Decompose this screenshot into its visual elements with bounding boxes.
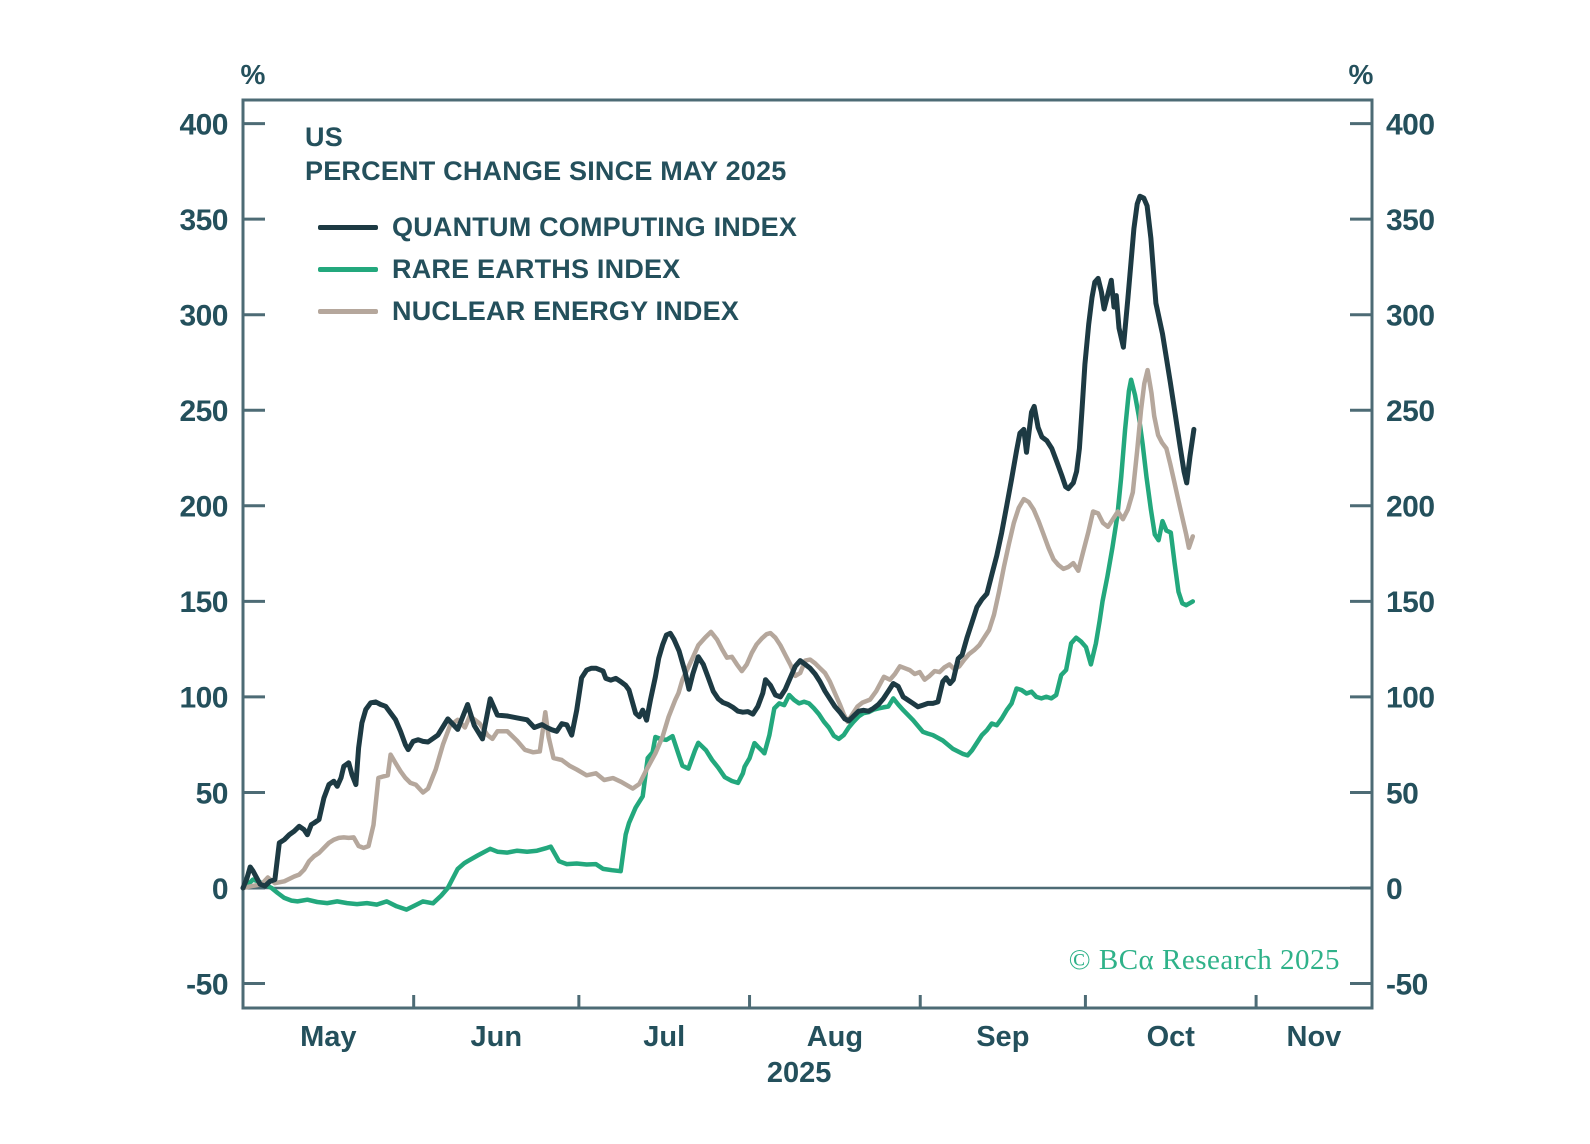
y-tick-label-right: 400 [1386, 108, 1435, 141]
x-month-label: Aug [807, 1021, 863, 1053]
y-tick-label-left: 350 [179, 204, 228, 237]
y-tick-label-left: 50 [196, 777, 228, 810]
legend-label: NUCLEAR ENERGY INDEX [392, 295, 740, 326]
y-tick-label-left: 250 [179, 395, 228, 428]
y-tick-label-right: 100 [1386, 682, 1435, 715]
legend: QUANTUM COMPUTING INDEX RARE EARTHS INDE… [318, 206, 797, 332]
y-tick-label-right: 150 [1386, 586, 1435, 619]
rare-earths-line-swatch-icon [318, 266, 378, 272]
percent-symbol-left: % [241, 59, 266, 90]
nuclear-line-swatch-icon [318, 308, 378, 314]
y-tick-label-left: 150 [179, 586, 228, 619]
legend-item-quantum: QUANTUM COMPUTING INDEX [318, 206, 797, 248]
legend-label: QUANTUM COMPUTING INDEX [392, 211, 798, 242]
series-line-rare-earths-index [240, 377, 1196, 912]
y-tick-label-right: -50 [1386, 968, 1428, 1001]
chart-subtitle: PERCENT CHANGE SINCE MAY 2025 [305, 156, 787, 186]
y-tick-label-left: 200 [179, 491, 228, 524]
y-tick-label-right: 300 [1386, 300, 1435, 333]
y-tick-label-left: 0 [212, 873, 228, 906]
x-month-label: May [300, 1021, 356, 1053]
y-tick-label-left: -50 [186, 968, 228, 1001]
y-tick-label-left: 400 [179, 108, 228, 141]
x-year-label: 2025 [767, 1057, 832, 1089]
copyright-notice: © BCα Research 2025 [1068, 944, 1340, 976]
x-month-label: Nov [1287, 1021, 1342, 1053]
series-line-quantum-computing-index [240, 193, 1197, 891]
quantum-line-swatch-icon [318, 224, 378, 230]
plot-box [241, 98, 1374, 1010]
x-month-label: Jul [643, 1021, 685, 1053]
percent-symbol-right: % [1349, 59, 1374, 90]
legend-label: RARE EARTHS INDEX [392, 253, 681, 284]
y-tick-label-right: 50 [1386, 777, 1418, 810]
y-tick-label-left: 100 [179, 682, 228, 715]
x-month-label: Sep [976, 1021, 1029, 1053]
y-tick-label-right: 250 [1386, 395, 1435, 428]
legend-item-nuclear: NUCLEAR ENERGY INDEX [318, 290, 797, 332]
y-tick-label-right: 0 [1386, 873, 1402, 906]
legend-item-rare-earths: RARE EARTHS INDEX [318, 248, 797, 290]
chart-title-block: US PERCENT CHANGE SINCE MAY 2025 [305, 120, 786, 188]
y-tick-label-right: 350 [1386, 204, 1435, 237]
x-month-label: Oct [1147, 1021, 1196, 1053]
y-tick-label-right: 200 [1386, 491, 1435, 524]
x-month-label: Jun [470, 1021, 522, 1053]
y-tick-label-left: 300 [179, 300, 228, 333]
chart-region-label: US [305, 122, 343, 152]
series-line-nuclear-energy-index [240, 367, 1196, 891]
